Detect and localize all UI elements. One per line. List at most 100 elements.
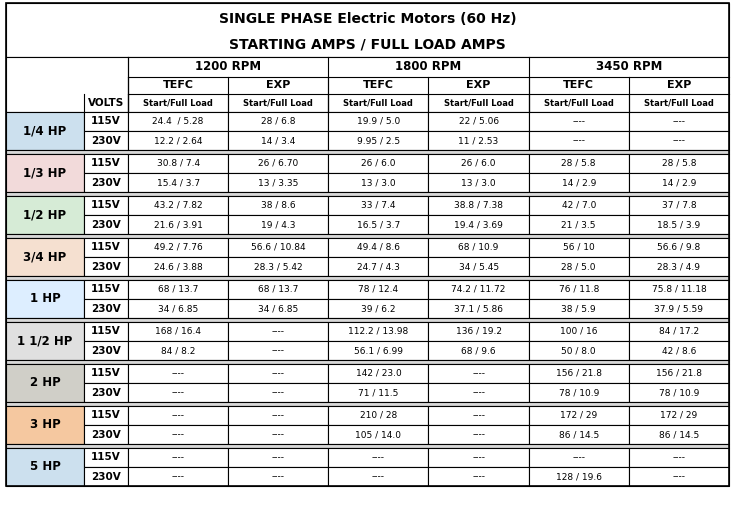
Text: ----: ---- (171, 388, 184, 397)
Bar (528, 280, 629, 299)
Bar (429, 196, 528, 215)
Bar (429, 173, 528, 192)
Text: 172 / 29: 172 / 29 (560, 411, 598, 420)
Text: 1/2 HP: 1/2 HP (24, 208, 67, 222)
Text: 24.6 / 3.88: 24.6 / 3.88 (154, 262, 202, 271)
Text: ----: ---- (372, 472, 385, 481)
Text: 1800 RPM: 1800 RPM (395, 60, 462, 74)
Bar (128, 280, 228, 299)
Bar (128, 173, 228, 192)
Text: STARTING AMPS / FULL LOAD AMPS: STARTING AMPS / FULL LOAD AMPS (229, 38, 506, 52)
Bar (429, 257, 528, 276)
Bar (228, 364, 329, 383)
Text: 34 / 5.45: 34 / 5.45 (459, 262, 498, 271)
Text: ----: ---- (472, 472, 485, 481)
Bar (329, 299, 429, 318)
Text: 56 / 10: 56 / 10 (563, 243, 595, 252)
Bar (6, 402, 729, 406)
Bar (429, 280, 528, 299)
Bar (6, 448, 84, 486)
Text: 168 / 16.4: 168 / 16.4 (155, 327, 201, 336)
Text: 230V: 230V (91, 429, 121, 439)
Text: 38.8 / 7.38: 38.8 / 7.38 (454, 201, 503, 210)
Text: 28.3 / 4.9: 28.3 / 4.9 (657, 262, 700, 271)
Bar (629, 406, 729, 425)
Text: ----: ---- (171, 430, 184, 439)
Bar (528, 196, 629, 215)
Text: 37.1 / 5.86: 37.1 / 5.86 (454, 304, 503, 313)
Bar (228, 112, 329, 131)
Bar (329, 383, 429, 402)
Text: ----: ---- (472, 453, 485, 462)
Bar (84, 257, 128, 276)
Text: Start/Full Load: Start/Full Load (644, 99, 714, 108)
Bar (429, 154, 528, 173)
Text: 84 / 8.2: 84 / 8.2 (161, 346, 196, 355)
Bar (528, 383, 629, 402)
Text: 230V: 230V (91, 135, 121, 145)
Bar (84, 341, 128, 360)
Text: ----: ---- (573, 136, 585, 145)
Text: ----: ---- (472, 369, 485, 378)
Text: EXP: EXP (667, 80, 691, 90)
Text: ----: ---- (372, 453, 385, 462)
Text: ----: ---- (573, 453, 585, 462)
Bar (629, 322, 729, 341)
Text: 19 / 4.3: 19 / 4.3 (261, 220, 295, 229)
Text: 13 / 3.0: 13 / 3.0 (462, 178, 496, 187)
Text: 19.9 / 5.0: 19.9 / 5.0 (356, 117, 400, 126)
Bar (84, 238, 128, 257)
Text: 115V: 115V (91, 327, 121, 337)
Bar (528, 467, 629, 486)
Bar (329, 341, 429, 360)
Text: Start/Full Load: Start/Full Load (343, 99, 413, 108)
Bar (329, 467, 429, 486)
Text: 230V: 230V (91, 345, 121, 355)
Bar (629, 467, 729, 486)
Text: 78 / 10.9: 78 / 10.9 (559, 388, 599, 397)
Text: 74.2 / 11.72: 74.2 / 11.72 (451, 285, 506, 294)
Text: ----: ---- (573, 117, 585, 126)
Text: ----: ---- (472, 411, 485, 420)
Bar (128, 238, 228, 257)
Bar (6, 234, 729, 238)
Text: 24.7 / 4.3: 24.7 / 4.3 (357, 262, 400, 271)
Text: ----: ---- (673, 453, 686, 462)
Bar (228, 383, 329, 402)
Bar (429, 406, 528, 425)
Bar (84, 448, 128, 467)
Bar (128, 383, 228, 402)
Text: 42 / 8.6: 42 / 8.6 (662, 346, 696, 355)
Bar (329, 364, 429, 383)
Bar (84, 322, 128, 341)
Bar (84, 364, 128, 383)
Bar (6, 150, 729, 154)
Text: 12.2 / 2.64: 12.2 / 2.64 (154, 136, 202, 145)
Bar (528, 112, 629, 131)
Text: 43.2 / 7.82: 43.2 / 7.82 (154, 201, 202, 210)
Text: 28.3 / 5.42: 28.3 / 5.42 (254, 262, 303, 271)
Text: SINGLE PHASE Electric Motors (60 Hz): SINGLE PHASE Electric Motors (60 Hz) (219, 12, 516, 26)
Text: 21 / 3.5: 21 / 3.5 (562, 220, 596, 229)
Bar (629, 238, 729, 257)
Text: Start/Full Load: Start/Full Load (243, 99, 313, 108)
Bar (528, 173, 629, 192)
Text: 11 / 2.53: 11 / 2.53 (459, 136, 499, 145)
Bar (629, 112, 729, 131)
Bar (228, 406, 329, 425)
Bar (6, 406, 84, 444)
Bar (84, 131, 128, 150)
Text: 14 / 3.4: 14 / 3.4 (261, 136, 295, 145)
Text: ----: ---- (272, 346, 284, 355)
Bar (228, 154, 329, 173)
Bar (128, 131, 228, 150)
Text: 28 / 5.8: 28 / 5.8 (662, 159, 696, 168)
Text: Start/Full Load: Start/Full Load (444, 99, 514, 108)
Text: 84 / 17.2: 84 / 17.2 (659, 327, 699, 336)
Bar (128, 299, 228, 318)
Bar (228, 467, 329, 486)
Text: 210 / 28: 210 / 28 (360, 411, 397, 420)
Bar (6, 57, 729, 112)
Bar (128, 448, 228, 467)
Text: ----: ---- (272, 430, 284, 439)
